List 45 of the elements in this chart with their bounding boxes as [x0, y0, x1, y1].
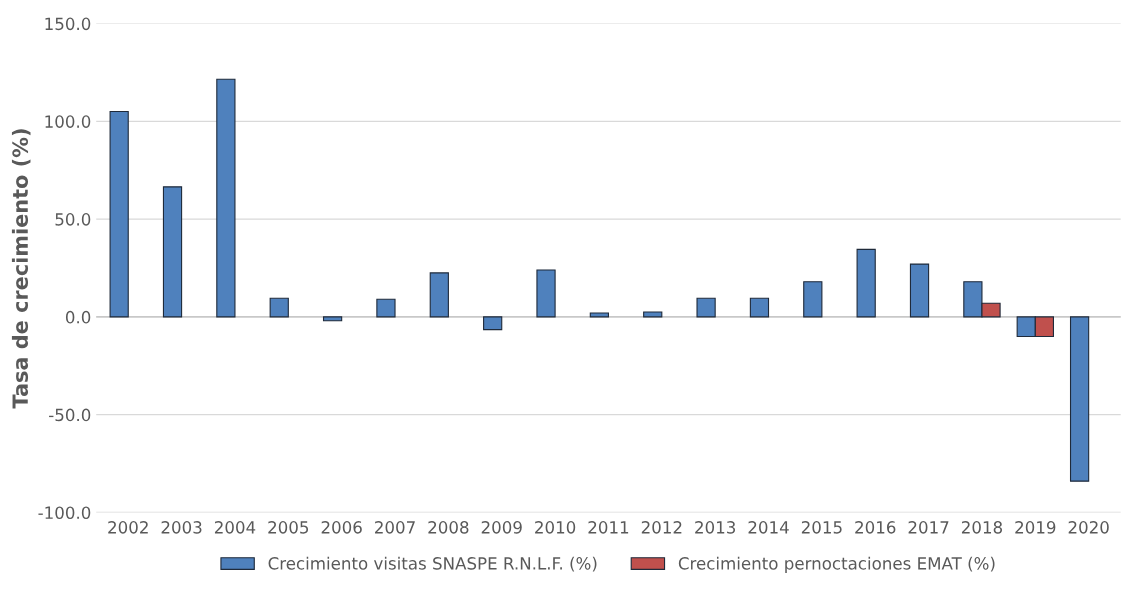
x-tick-label: 2005	[268, 521, 309, 534]
y-tick-label: -100.0	[38, 506, 91, 519]
legend-label: Crecimiento pernoctaciones EMAT (%)	[678, 556, 995, 573]
y-tick-label: 0.0	[65, 310, 91, 324]
bar	[1069, 316, 1090, 482]
bar	[643, 311, 663, 318]
legend-label: Crecimiento visitas SNASPE R.N.L.F. (%)	[268, 556, 597, 572]
y-tick-label: 100.0	[45, 115, 91, 128]
y-axis-title: Tasa de crecimiento (%)	[11, 129, 31, 409]
bar	[322, 316, 343, 322]
x-tick-label: 2007	[375, 521, 415, 534]
bar	[856, 248, 876, 318]
x-tick-label: 2018	[961, 521, 1003, 534]
x-tick-label: 2016	[855, 521, 896, 534]
bar	[162, 186, 183, 318]
x-tick-label: 2010	[535, 521, 576, 534]
bar	[429, 272, 449, 318]
bar	[589, 312, 610, 318]
x-tick-label: 2011	[588, 521, 629, 534]
x-tick-label: 2019	[1015, 521, 1056, 534]
bar	[909, 263, 930, 318]
x-tick-label: 2003	[161, 521, 202, 534]
x-tick-label: 2006	[321, 521, 362, 534]
y-tick-label: 50.0	[55, 213, 91, 226]
y-tick-label: -50.0	[49, 408, 91, 422]
x-tick-label: 2008	[428, 521, 469, 534]
x-tick-label: 2009	[481, 521, 522, 534]
x-tick-label: 2017	[908, 521, 949, 534]
bar	[269, 297, 289, 318]
y-tick-label: 150.0	[45, 17, 91, 31]
bar	[109, 111, 129, 318]
bar	[376, 298, 396, 318]
x-tick-label: 2012	[641, 521, 682, 534]
x-tick-label: 2013	[695, 521, 736, 534]
bar	[696, 297, 716, 318]
x-tick-label: 2002	[108, 521, 148, 534]
x-tick-label: 2004	[214, 521, 256, 534]
bar	[483, 316, 503, 331]
x-tick-label: 2015	[801, 521, 842, 534]
x-tick-label: 2020	[1068, 521, 1109, 534]
bar	[216, 78, 236, 318]
x-tick-label: 2014	[748, 521, 789, 534]
bar	[803, 281, 823, 318]
bar	[749, 297, 770, 318]
bar	[536, 269, 556, 318]
